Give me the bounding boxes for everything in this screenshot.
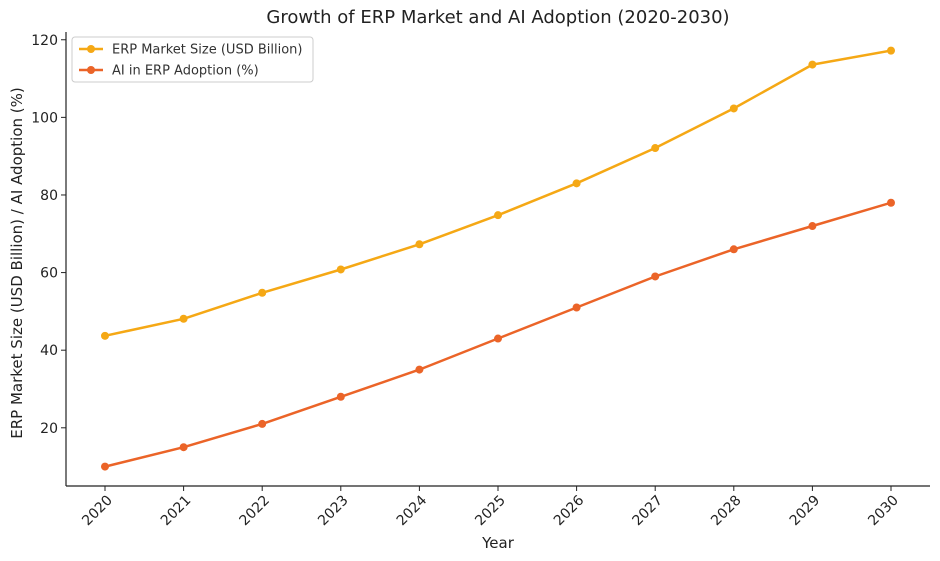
data-point: [494, 334, 502, 343]
data-point: [887, 198, 895, 207]
y-tick-label: 40: [40, 343, 58, 359]
y-tick-label: 80: [40, 188, 58, 204]
legend: ERP Market Size (USD Billion) AI in ERP A…: [71, 36, 314, 83]
data-point: [651, 272, 660, 281]
y-tick-label: 100: [31, 110, 58, 126]
x-tick-label: 2023: [315, 493, 352, 530]
axes: 20 40 60 80 100 120 2020 2021 2022 2023 2024 2025 20…: [31, 32, 930, 529]
data-point: [729, 245, 738, 254]
y-tick-label: 20: [40, 421, 58, 437]
data-point: [179, 314, 188, 323]
series-line: [104, 49, 892, 338]
data-point: [808, 222, 817, 231]
data-point: [258, 419, 267, 428]
data-point: [179, 443, 188, 452]
data-point: [651, 144, 660, 153]
data-point: [101, 462, 109, 471]
x-tick-label: 2025: [472, 493, 509, 530]
data-point: [572, 303, 581, 312]
legend-label: ERP Market Size (USD Billion): [112, 43, 302, 58]
x-axis-label: Year: [481, 534, 515, 552]
series-2: [101, 198, 895, 471]
data-point: [258, 288, 267, 297]
legend-swatch-marker: [87, 66, 95, 74]
chart-title: Growth of ERP Market and AI Adoption (20…: [266, 7, 729, 28]
data-point: [336, 392, 345, 401]
data-point: [494, 211, 502, 220]
legend-label: AI in ERP Adoption (%): [112, 64, 259, 79]
data-point: [415, 365, 424, 374]
legend-swatch-marker: [87, 45, 95, 53]
x-tick-label: 2024: [394, 492, 431, 529]
x-tick-label: 2028: [708, 493, 745, 530]
data-point: [729, 104, 738, 113]
x-tick-label: 2020: [79, 493, 116, 530]
x-tick-label: 2021: [158, 493, 195, 530]
data-point: [572, 179, 581, 188]
data-point: [887, 46, 895, 55]
legend-box: [71, 36, 314, 83]
y-tick-label: 60: [40, 266, 58, 282]
data-point: [101, 331, 109, 340]
data-point: [415, 240, 424, 249]
series-1: [101, 46, 895, 340]
x-tick-label: 2027: [630, 493, 667, 530]
data-point: [808, 60, 817, 69]
x-tick-label: 2022: [237, 493, 274, 530]
series-layer: [101, 46, 895, 471]
x-tick-label: 2030: [865, 493, 902, 530]
y-tick-label: 120: [31, 33, 58, 49]
x-tick-label: 2026: [551, 492, 588, 529]
y-axis-label: ERP Market Size (USD Billion) / AI Adopt…: [8, 87, 26, 439]
x-tick-label: 2029: [787, 493, 824, 530]
data-point: [336, 265, 345, 274]
